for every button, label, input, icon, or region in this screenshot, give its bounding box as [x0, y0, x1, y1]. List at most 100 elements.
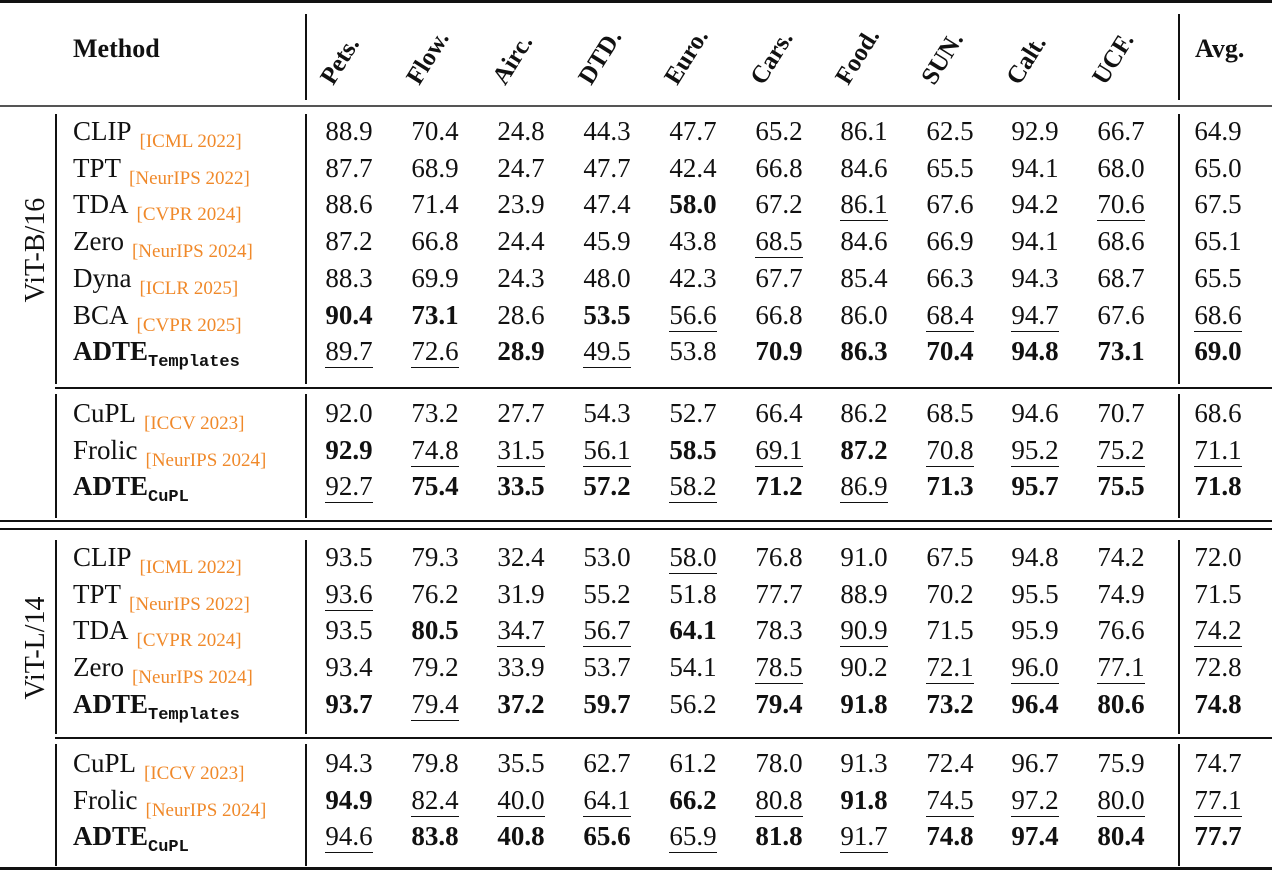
table-row: CuPL [ICCV 2023] 92.0 73.2 27.7 54.3 52.7 66.4 8…	[0, 398, 1272, 434]
score-cell: 42.3	[669, 262, 717, 293]
score-cell: 91.8	[840, 784, 888, 815]
score-cell: 71.3	[926, 471, 974, 502]
column-header: DTD.	[573, 25, 628, 90]
block-rule	[55, 387, 1272, 389]
score-cell: 67.7	[755, 262, 803, 293]
venue-citation: [NeurIPS 2024]	[131, 667, 253, 689]
score-cell: 87.2	[325, 226, 373, 257]
column-header: Flow.	[401, 26, 455, 90]
score-cell: 81.8	[755, 821, 803, 852]
score-cell: 83.8	[411, 821, 459, 852]
score-cell: 93.5	[325, 542, 373, 572]
score-cell: 72.1	[926, 652, 974, 685]
method-label: TPT	[73, 152, 122, 183]
method-label: TDA	[73, 615, 129, 646]
method-name: Frolic [NeurIPS 2024]	[73, 435, 266, 471]
score-cell: 65.6	[583, 821, 631, 852]
score-cell: 33.9	[497, 652, 545, 683]
score-cell: 35.5	[497, 748, 545, 778]
venue-citation: [ICCV 2023]	[144, 413, 245, 434]
score-cell: 40.8	[497, 821, 545, 852]
score-cell: 87.7	[325, 152, 373, 183]
table-row: TPT [NeurIPS 2022] 87.7 68.9 24.7 47.7 42.4 66.…	[0, 153, 1272, 189]
score-cell: 32.4	[497, 542, 545, 572]
score-cell: 96.7	[1011, 748, 1059, 778]
score-cell: 70.9	[755, 336, 803, 367]
avg-cell: 71.5	[1194, 578, 1242, 609]
score-cell: 88.3	[325, 262, 373, 293]
score-cell: 75.4	[411, 471, 459, 502]
score-cell: 52.7	[669, 398, 717, 428]
score-cell: 71.2	[755, 471, 803, 502]
score-cell: 54.1	[669, 652, 717, 683]
score-cell: 75.9	[1097, 748, 1145, 778]
score-cell: 76.2	[411, 578, 459, 609]
score-cell: 93.4	[325, 652, 373, 683]
score-cell: 94.1	[1011, 226, 1059, 257]
score-cell: 66.9	[926, 226, 974, 257]
method-label: Zero	[73, 652, 124, 683]
score-cell: 67.6	[926, 189, 974, 220]
score-cell: 58.5	[669, 434, 717, 465]
method-name: Zero [NeurIPS 2024]	[73, 652, 253, 688]
score-cell: 86.9	[840, 471, 888, 504]
score-cell: 75.2	[1097, 434, 1145, 467]
score-cell: 68.5	[926, 398, 974, 428]
method-name: ADTECuPL	[73, 821, 189, 857]
score-cell: 88.9	[840, 578, 888, 609]
score-cell: 66.7	[1097, 116, 1145, 146]
score-cell: 89.7	[325, 336, 373, 369]
header-method: Method	[73, 34, 160, 63]
score-cell: 94.2	[1011, 189, 1059, 220]
method-label: CuPL	[73, 398, 137, 428]
score-cell: 88.6	[325, 189, 373, 220]
table-row: CLIP [ICML 2022] 93.5 79.3 32.4 53.0 58.0 76.8 9…	[0, 542, 1272, 578]
score-cell: 24.3	[497, 262, 545, 293]
score-cell: 78.3	[755, 615, 803, 646]
score-cell: 78.0	[755, 748, 803, 778]
score-cell: 47.7	[583, 152, 631, 183]
score-cell: 80.4	[1097, 821, 1145, 852]
bottom-rule	[0, 867, 1272, 870]
score-cell: 90.2	[840, 652, 888, 683]
method-name: CLIP [ICML 2022]	[73, 116, 242, 152]
score-cell: 94.6	[325, 821, 373, 854]
avg-cell: 72.8	[1194, 652, 1242, 683]
score-cell: 59.7	[583, 688, 631, 719]
score-cell: 67.6	[1097, 299, 1145, 330]
score-cell: 71.5	[926, 615, 974, 646]
column-header: Airc.	[487, 30, 539, 90]
score-cell: 45.9	[583, 226, 631, 257]
method-label: CLIP	[73, 542, 132, 572]
table-row: BCA [CVPR 2025] 90.4 73.1 28.6 53.5 56.6 66.8 86…	[0, 299, 1272, 336]
score-cell: 61.2	[669, 748, 717, 778]
score-cell: 80.6	[1097, 688, 1145, 719]
score-cell: 27.7	[497, 398, 545, 428]
table-row: Frolic [NeurIPS 2024] 94.9 82.4 40.0 64.1 66.2…	[0, 784, 1272, 821]
column-header: Euro.	[659, 24, 714, 90]
score-cell: 82.4	[411, 784, 459, 817]
method-label: TPT	[73, 578, 122, 609]
score-cell: 66.8	[411, 226, 459, 257]
score-cell: 95.2	[1011, 434, 1059, 467]
score-cell: 78.5	[755, 652, 803, 685]
score-cell: 42.4	[669, 152, 717, 183]
score-cell: 90.4	[325, 299, 373, 330]
score-cell: 31.9	[497, 578, 545, 609]
score-cell: 70.4	[411, 116, 459, 146]
table-row: TPT [NeurIPS 2022] 93.6 76.2 31.9 55.2 51.8 77.…	[0, 578, 1272, 615]
score-cell: 86.0	[840, 299, 888, 330]
score-cell: 93.6	[325, 578, 373, 611]
venue-citation: [NeurIPS 2024]	[145, 799, 267, 821]
venue-citation: [NeurIPS 2024]	[145, 449, 267, 471]
score-cell: 94.8	[1011, 542, 1059, 572]
score-cell: 97.2	[1011, 784, 1059, 817]
score-cell: 66.8	[755, 299, 803, 330]
method-name: TPT [NeurIPS 2022]	[73, 152, 250, 189]
score-cell: 69.1	[755, 434, 803, 467]
score-cell: 76.8	[755, 542, 803, 572]
score-cell: 77.7	[755, 578, 803, 609]
score-cell: 93.7	[325, 688, 373, 719]
method-name: ADTECuPL	[73, 471, 189, 507]
column-divider	[305, 114, 307, 384]
